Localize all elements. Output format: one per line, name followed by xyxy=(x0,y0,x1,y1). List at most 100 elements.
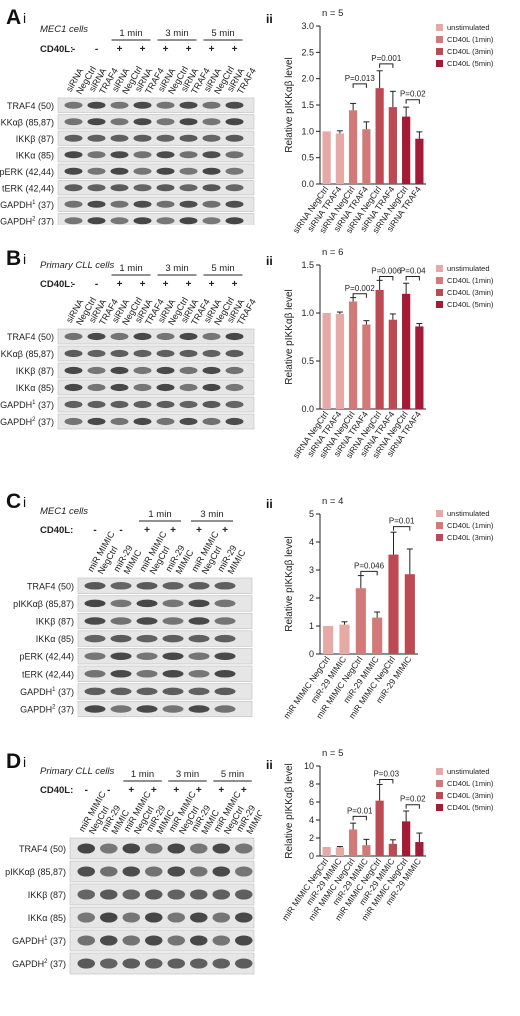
cd40l-mark: + xyxy=(186,279,192,290)
protein-name: pIKKαβ xyxy=(13,599,43,609)
protein-sup: 2 xyxy=(32,417,36,423)
blot-row-label: GAPDH2 (37) xyxy=(12,959,66,969)
blot-band xyxy=(188,687,210,696)
bar xyxy=(402,821,411,856)
bar xyxy=(388,107,397,184)
blot-band xyxy=(145,958,163,969)
blot-band xyxy=(162,687,184,696)
cd40l-mark: - xyxy=(95,44,98,55)
panel-letter-c: C xyxy=(6,490,22,513)
blot-band xyxy=(64,184,83,192)
blot-band xyxy=(188,599,210,608)
protein-kda: (85) xyxy=(55,634,74,644)
blot-band xyxy=(202,400,221,409)
blot-row-label: tERK (42,44) xyxy=(22,669,74,679)
blot-band xyxy=(225,400,244,409)
protein-name: pIKKαβ xyxy=(5,867,35,877)
cd40l-mark: - xyxy=(107,785,110,796)
time-label: 3 min xyxy=(200,509,223,520)
cd40l-mark: + xyxy=(117,44,123,55)
legend-swatch xyxy=(436,277,443,284)
y-tick-label: 2.0 xyxy=(301,74,314,84)
blot-band xyxy=(84,634,106,643)
legend-swatch xyxy=(436,265,443,272)
bar xyxy=(362,129,371,184)
blot-band xyxy=(212,935,230,946)
blot-band xyxy=(133,151,152,159)
cell-line-label: MEC1 cells xyxy=(40,506,88,517)
protein-name: IKKβ xyxy=(16,366,36,376)
protein-name: GAPDH xyxy=(0,200,32,210)
pvalue-label: P=0.006 xyxy=(371,267,402,276)
blot-band xyxy=(64,400,83,409)
blot-band xyxy=(145,866,163,877)
cd40l-mark: + xyxy=(196,525,202,536)
blot-band xyxy=(179,101,198,109)
panel-d-plot-sub: ii xyxy=(266,758,273,772)
protein-name: pIKKαβ xyxy=(0,349,23,359)
blot-band xyxy=(190,912,208,923)
blot-strip xyxy=(57,396,255,413)
blot-band xyxy=(87,134,106,142)
protein-kda: (37) xyxy=(47,936,66,946)
cd40l-mark: + xyxy=(209,44,215,55)
blot-band xyxy=(133,366,152,375)
blot-band xyxy=(77,843,95,854)
blot-band xyxy=(110,184,129,192)
blot-band xyxy=(122,935,140,946)
blot-band xyxy=(225,366,244,375)
blot-band xyxy=(122,889,140,900)
legend-swatch xyxy=(436,792,443,799)
protein-name: IKKβ xyxy=(16,134,36,144)
cd40l-mark: - xyxy=(119,525,122,536)
blot-band xyxy=(202,349,221,358)
blot-band xyxy=(167,958,185,969)
blot-band xyxy=(167,866,185,877)
blot-band xyxy=(202,118,221,126)
legend-label: CD40L (1min) xyxy=(447,35,494,44)
blot-band xyxy=(100,866,118,877)
blot-band xyxy=(188,634,210,643)
cd40l-mark: - xyxy=(93,525,96,536)
bar xyxy=(402,116,411,184)
blot-band xyxy=(133,349,152,358)
blot-band xyxy=(77,912,95,923)
cd40l-mark: + xyxy=(128,785,134,796)
protein-kda: (87) xyxy=(35,366,54,376)
protein-kda: (50) xyxy=(35,332,54,342)
cd40l-mark: + xyxy=(222,525,228,536)
blot-band xyxy=(179,118,198,126)
protein-name: IKKβ xyxy=(36,617,56,627)
panel-c-blot-sub: i xyxy=(23,494,27,510)
blot-band xyxy=(202,200,221,208)
blot-band xyxy=(87,383,106,392)
pvalue-label: P=0.02 xyxy=(400,90,426,99)
legend-label: CD40L (1min) xyxy=(447,779,494,788)
cd40l-label: CD40L: xyxy=(40,525,73,536)
y-tick-label: 3 xyxy=(309,565,314,575)
legend-label: CD40L (1min) xyxy=(447,276,494,285)
time-label: 1 min xyxy=(131,769,154,780)
protein-kda: (50) xyxy=(35,101,54,111)
legend-label: unstimulated xyxy=(447,509,490,518)
bar xyxy=(323,626,334,654)
blot-row-label: pERK (42,44) xyxy=(19,652,74,662)
blot-strip xyxy=(57,213,255,225)
panel-a-plot-sub: ii xyxy=(266,12,273,26)
blot-band xyxy=(110,634,132,643)
protein-sup: 2 xyxy=(52,705,56,711)
blot-band xyxy=(87,118,106,126)
blot-band xyxy=(110,417,129,426)
blot-band xyxy=(110,687,132,696)
blot-band xyxy=(87,417,106,426)
pvalue-label: P=0.03 xyxy=(373,770,399,779)
blot-band xyxy=(167,912,185,923)
legend-swatch xyxy=(436,804,443,811)
y-tick-label: 2.5 xyxy=(301,47,314,57)
blot-band xyxy=(167,935,185,946)
blot-band xyxy=(188,582,210,590)
protein-kda: (37) xyxy=(55,687,74,697)
